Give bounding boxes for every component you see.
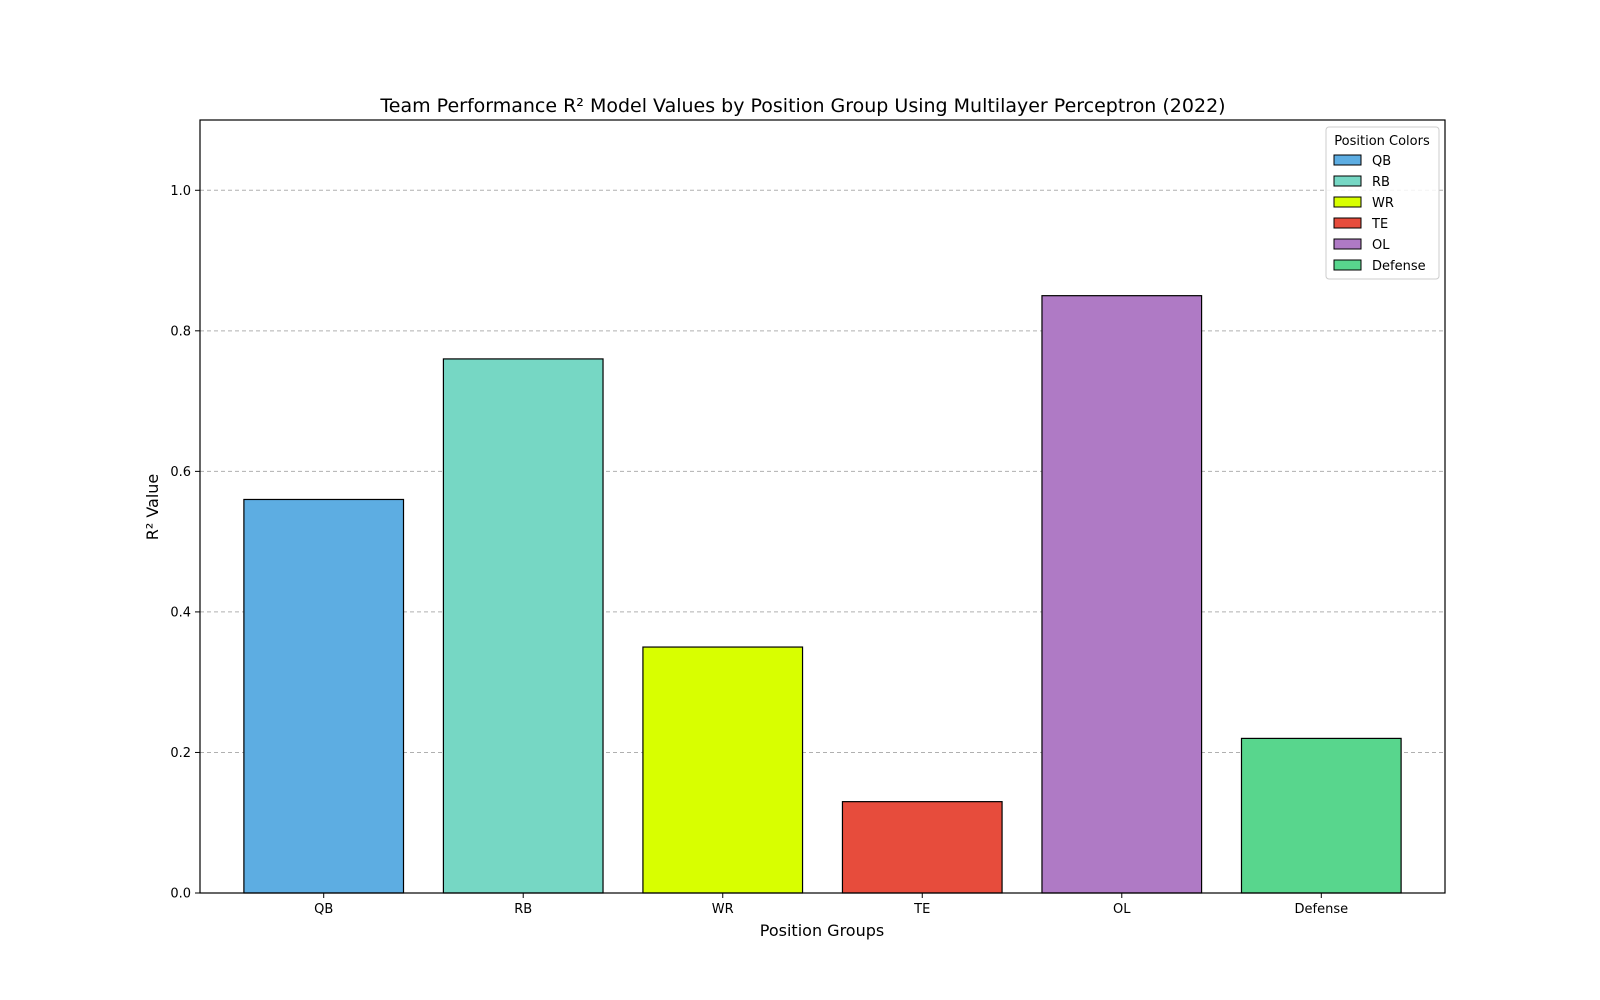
legend-swatch-te <box>1333 217 1362 229</box>
bar-rb <box>442 358 604 894</box>
legend-swatch-qb <box>1333 154 1362 166</box>
legend-title: Position Colors <box>1334 134 1430 149</box>
y-tick-label: 0.4 <box>170 605 191 620</box>
legend-label: Defense <box>1372 259 1426 274</box>
legend-label: TE <box>1371 217 1388 232</box>
legend-label: QB <box>1372 154 1391 169</box>
legend-label: OL <box>1372 238 1390 253</box>
x-axis-label: Position Groups <box>760 921 884 940</box>
x-tick-label: QB <box>314 902 333 917</box>
bar-qb <box>243 498 405 894</box>
legend-label: WR <box>1372 196 1394 211</box>
y-axis: 0.0 0.2 0.4 0.6 0.8 1.0 <box>170 184 200 902</box>
y-axis-label: R² Value <box>143 474 162 541</box>
y-tick-label: 0.6 <box>170 465 191 480</box>
bar-defense <box>1240 737 1402 894</box>
y-tick-label: 1.0 <box>170 184 191 199</box>
legend-swatch-ol <box>1333 238 1362 250</box>
legend-swatch-wr <box>1333 196 1362 208</box>
y-tick-label: 0.8 <box>170 324 191 339</box>
x-tick-label: WR <box>712 902 734 917</box>
y-tick-label: 0.0 <box>170 887 191 902</box>
grid-layer <box>200 189 1445 753</box>
chart-title: Team Performance R² Model Values by Posi… <box>379 95 1225 117</box>
x-axis: QB RB WR TE OL Defense <box>314 893 1348 917</box>
x-tick-label: RB <box>514 902 532 917</box>
legend-swatch-rb <box>1333 175 1362 187</box>
x-tick-label: OL <box>1113 902 1131 917</box>
bar-te <box>841 801 1003 894</box>
y-tick-label: 0.2 <box>170 746 191 761</box>
bar-ol <box>1041 295 1203 894</box>
x-tick-label: Defense <box>1295 902 1349 917</box>
bars-layer <box>243 295 1402 894</box>
bar-wr <box>642 646 804 894</box>
legend-label: RB <box>1372 175 1390 190</box>
plot-frame <box>199 119 1446 894</box>
x-tick-label: TE <box>913 902 930 917</box>
legend-swatch-defense <box>1333 259 1362 271</box>
legend-entries: QB RB WR TE OL Defense <box>1333 154 1426 274</box>
legend: Position Colors QB RB WR TE OL Defense <box>1325 126 1440 280</box>
